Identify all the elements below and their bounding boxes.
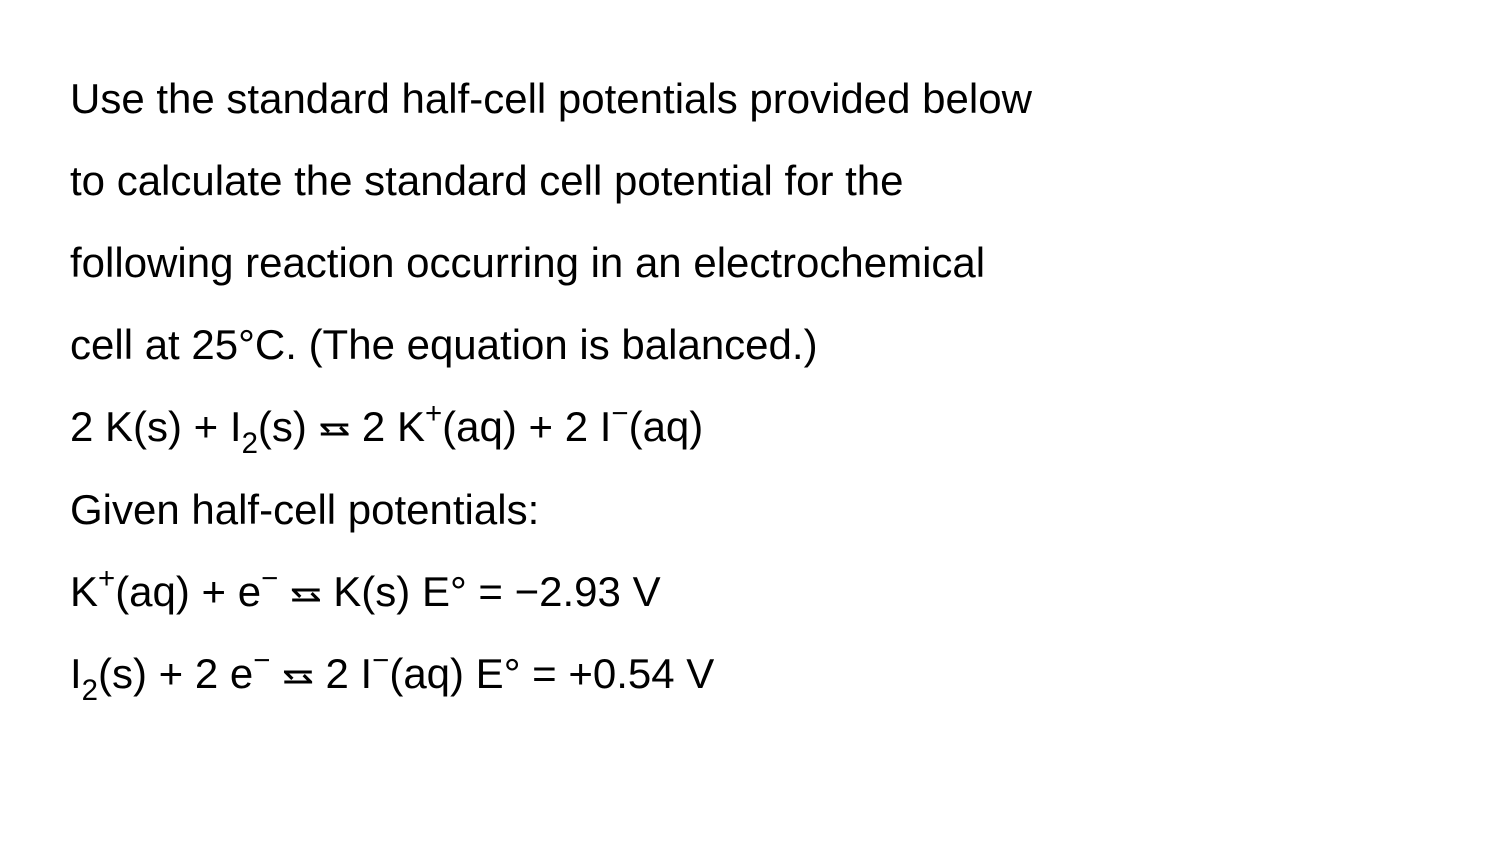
eq1-sup1: + <box>425 397 442 430</box>
eq1-part1: 2 K(s) + I <box>70 403 242 450</box>
eq2-part4: K(s) E° = −2.93 V <box>322 568 661 615</box>
eq3-sup1: − <box>253 644 270 677</box>
eq2-part1: K <box>70 568 98 615</box>
eq2-sup2: − <box>261 562 278 595</box>
eq3-part1: I <box>70 650 82 697</box>
eq3-sub1: 2 <box>82 674 98 707</box>
eq3-part2: (s) + 2 e <box>98 650 253 697</box>
eq1-sup2: − <box>611 397 628 430</box>
text-line-1: Use the standard half-cell potentials pr… <box>70 58 1430 140</box>
text-line-2: to calculate the standard cell potential… <box>70 140 1430 222</box>
text-line-4: cell at 25°C. (The equation is balanced.… <box>70 304 1430 386</box>
text-line-6: Given half-cell potentials: <box>70 469 1430 551</box>
equation-line-2: K+(aq) + e− ⇀↽ K(s) E° = −2.93 V <box>70 551 1430 633</box>
eq2-part3 <box>278 568 290 615</box>
eq1-sub1: 2 <box>242 427 258 460</box>
problem-text: Use the standard half-cell potentials pr… <box>70 58 1430 717</box>
eq2-sup1: + <box>98 562 115 595</box>
eq3-sup2: − <box>372 644 389 677</box>
eq3-part4: 2 I <box>314 650 372 697</box>
text-line-3: following reaction occurring in an elect… <box>70 222 1430 304</box>
eq1-part3: 2 K <box>350 403 425 450</box>
eq3-part5: (aq) E° = +0.54 V <box>389 650 714 697</box>
eq2-part2: (aq) + e <box>115 568 261 615</box>
eq1-part4: (aq) + 2 I <box>442 403 611 450</box>
eq3-part3 <box>270 650 282 697</box>
eq1-part2: (s) <box>258 403 319 450</box>
equation-line-3: I2(s) + 2 e− ⇀↽ 2 I−(aq) E° = +0.54 V <box>70 633 1430 717</box>
eq1-part5: (aq) <box>629 403 704 450</box>
equation-line-1: 2 K(s) + I2(s) ⇀↽ 2 K+(aq) + 2 I−(aq) <box>70 386 1430 470</box>
